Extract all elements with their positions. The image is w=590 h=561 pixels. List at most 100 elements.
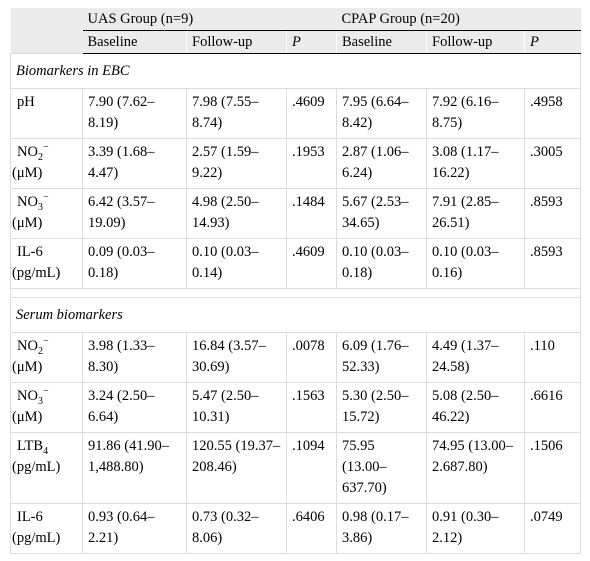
cell-cpap-followup: 7.92 (6.16–8.75) bbox=[426, 88, 525, 139]
row-label: IL-6 bbox=[17, 507, 78, 528]
chem-superscript: − bbox=[42, 386, 49, 398]
cell-uas-followup: 0.10 (0.03–0.14) bbox=[186, 238, 287, 289]
cell-uas-p: .4609 bbox=[286, 88, 337, 139]
row-unit: (μM) bbox=[12, 215, 43, 231]
row-label-cell: IL-6 (pg/mL) bbox=[10, 238, 83, 289]
row-label-cell: NO3− (μM) bbox=[10, 382, 83, 433]
row-label: NO2− bbox=[17, 142, 78, 163]
cell-uas-followup: 4.98 (2.50–14.93) bbox=[186, 188, 287, 239]
section-gap bbox=[9, 288, 582, 298]
cell-cpap-p: .0749 bbox=[523, 503, 582, 554]
row-unit: (μM) bbox=[12, 409, 43, 425]
row-label-cell: LTB4 (pg/mL) bbox=[10, 432, 83, 504]
cell-cpap-followup: 3.08 (1.17–16.22) bbox=[426, 138, 525, 189]
table-row: IL-6 (pg/mL) 0.93 (0.64–2.21) 0.73 (0.32–8.… bbox=[10, 503, 582, 554]
header-row-groups: UAS Group (n=9) CPAP Group (n=20) bbox=[10, 8, 581, 31]
chem-formula: NO bbox=[17, 338, 38, 354]
cell-cpap-followup: 0.91 (0.30–2.12) bbox=[426, 503, 525, 554]
row-label-cell: NO3− (μM) bbox=[10, 188, 83, 239]
cell-cpap-baseline: 2.87 (1.06–6.24) bbox=[336, 138, 427, 189]
cell-uas-p: .4609 bbox=[286, 238, 337, 289]
cell-cpap-baseline: 5.30 (2.50–15.72) bbox=[336, 382, 427, 433]
cell-cpap-p: .8593 bbox=[523, 188, 582, 239]
cell-cpap-baseline: 0.98 (0.17–3.86) bbox=[336, 503, 427, 554]
row-label-text: IL-6 bbox=[17, 509, 43, 525]
header-uas-baseline: Baseline bbox=[82, 30, 187, 54]
cell-uas-baseline: 0.93 (0.64–2.21) bbox=[82, 503, 187, 554]
header-empty-cell bbox=[10, 30, 83, 54]
row-label: NO2− bbox=[17, 336, 78, 357]
header-cpap-p: P bbox=[523, 30, 581, 54]
chem-subscript: 4 bbox=[43, 445, 49, 457]
table-row: IL-6 (pg/mL) 0.09 (0.03–0.18) 0.10 (0.03–0.… bbox=[10, 238, 582, 289]
header-row-columns: Baseline Follow-up P Baseline Follow-up … bbox=[10, 30, 581, 54]
section-gap-cell bbox=[9, 288, 582, 298]
cell-cpap-p: .3005 bbox=[523, 138, 582, 189]
row-label-cell: pH bbox=[10, 88, 83, 139]
row-label: NO3− bbox=[17, 192, 78, 213]
cell-uas-baseline: 0.09 (0.03–0.18) bbox=[82, 238, 187, 289]
cell-cpap-baseline: 5.67 (2.53–34.65) bbox=[336, 188, 427, 239]
table-row: NO2− (μM) 3.98 (1.33–8.30) 16.84 (3.57–30.6… bbox=[10, 332, 582, 383]
cell-cpap-followup: 0.10 (0.03–0.16) bbox=[426, 238, 525, 289]
chem-superscript: − bbox=[42, 192, 49, 204]
cell-cpap-baseline: 7.95 (6.64–8.42) bbox=[336, 88, 427, 139]
cell-cpap-followup: 7.91 (2.85–26.51) bbox=[426, 188, 525, 239]
row-unit: (pg/mL) bbox=[12, 459, 61, 475]
row-unit: (pg/mL) bbox=[12, 265, 61, 281]
cell-cpap-p: .8593 bbox=[523, 238, 582, 289]
cell-uas-p: .0078 bbox=[286, 332, 337, 383]
section-title: Biomarkers in EBC bbox=[9, 53, 582, 89]
cell-uas-p: .1563 bbox=[286, 382, 337, 433]
cell-cpap-p: .4958 bbox=[523, 88, 582, 139]
cell-cpap-baseline: 6.09 (1.76–52.33) bbox=[336, 332, 427, 383]
header-cpap-followup: Follow-up bbox=[426, 30, 525, 54]
chem-formula: NO bbox=[17, 388, 38, 404]
cell-uas-baseline: 7.90 (7.62–8.19) bbox=[82, 88, 187, 139]
chem-formula: NO bbox=[17, 194, 38, 210]
cell-uas-baseline: 91.86 (41.90–1,488.80) bbox=[82, 432, 187, 504]
row-label: pH bbox=[17, 92, 78, 113]
row-unit: (pg/mL) bbox=[12, 530, 61, 546]
cell-cpap-p: .6616 bbox=[523, 382, 582, 433]
cell-cpap-followup: 5.08 (2.50–46.22) bbox=[426, 382, 525, 433]
cell-cpap-followup: 4.49 (1.37–24.58) bbox=[426, 332, 525, 383]
chem-subscript: 3 bbox=[37, 201, 43, 213]
chem-subscript: 2 bbox=[37, 151, 43, 163]
cell-uas-followup: 16.84 (3.57–30.69) bbox=[186, 332, 287, 383]
row-label-text: pH bbox=[17, 94, 35, 110]
cell-cpap-baseline: 75.95 (13.00–637.70) bbox=[336, 432, 427, 504]
cell-uas-followup: 5.47 (2.50–10.31) bbox=[186, 382, 287, 433]
table-row: LTB4 (pg/mL) 91.86 (41.90–1,488.80) 120.55 … bbox=[10, 432, 582, 504]
table-row: NO3− (μM) 3.24 (2.50–6.64) 5.47 (2.50–10.31… bbox=[10, 382, 582, 433]
cell-uas-p: .6406 bbox=[286, 503, 337, 554]
cell-cpap-baseline: 0.10 (0.03–0.18) bbox=[336, 238, 427, 289]
row-label-cell: IL-6 (pg/mL) bbox=[10, 503, 83, 554]
table-row: pH 7.90 (7.62–8.19) 7.98 (7.55–8.74) .4609 7… bbox=[10, 88, 582, 139]
header-cpap-group: CPAP Group (n=20) bbox=[336, 8, 581, 31]
cell-uas-followup: 0.73 (0.32–8.06) bbox=[186, 503, 287, 554]
header-cpap-baseline: Baseline bbox=[336, 30, 427, 54]
cell-uas-p: .1094 bbox=[286, 432, 337, 504]
row-label: IL-6 bbox=[17, 242, 78, 263]
row-label: LTB4 bbox=[17, 436, 78, 457]
table-row: NO2− (μM) 3.39 (1.68–4.47) 2.57 (1.59–9.22)… bbox=[10, 138, 582, 189]
header-uas-group: UAS Group (n=9) bbox=[82, 8, 337, 31]
header-uas-p: P bbox=[286, 30, 337, 54]
row-label-cell: NO2− (μM) bbox=[10, 332, 83, 383]
cell-uas-baseline: 6.42 (3.57–19.09) bbox=[82, 188, 187, 239]
cell-cpap-followup: 74.95 (13.00–2.687.80) bbox=[426, 432, 525, 504]
header-empty-cell bbox=[10, 8, 83, 31]
section-title: Serum biomarkers bbox=[9, 297, 582, 333]
cell-cpap-p: .110 bbox=[523, 332, 582, 383]
cell-uas-baseline: 3.98 (1.33–8.30) bbox=[82, 332, 187, 383]
chem-superscript: − bbox=[42, 336, 49, 348]
row-label: NO3− bbox=[17, 386, 78, 407]
table-row: NO3− (μM) 6.42 (3.57–19.09) 4.98 (2.50–14.9… bbox=[10, 188, 582, 239]
cell-uas-p: .1484 bbox=[286, 188, 337, 239]
row-unit: (μM) bbox=[12, 165, 43, 181]
row-label-cell: NO2− (μM) bbox=[10, 138, 83, 189]
cell-uas-baseline: 3.24 (2.50–6.64) bbox=[82, 382, 187, 433]
chem-superscript: − bbox=[42, 142, 49, 154]
chem-formula: NO bbox=[17, 144, 38, 160]
